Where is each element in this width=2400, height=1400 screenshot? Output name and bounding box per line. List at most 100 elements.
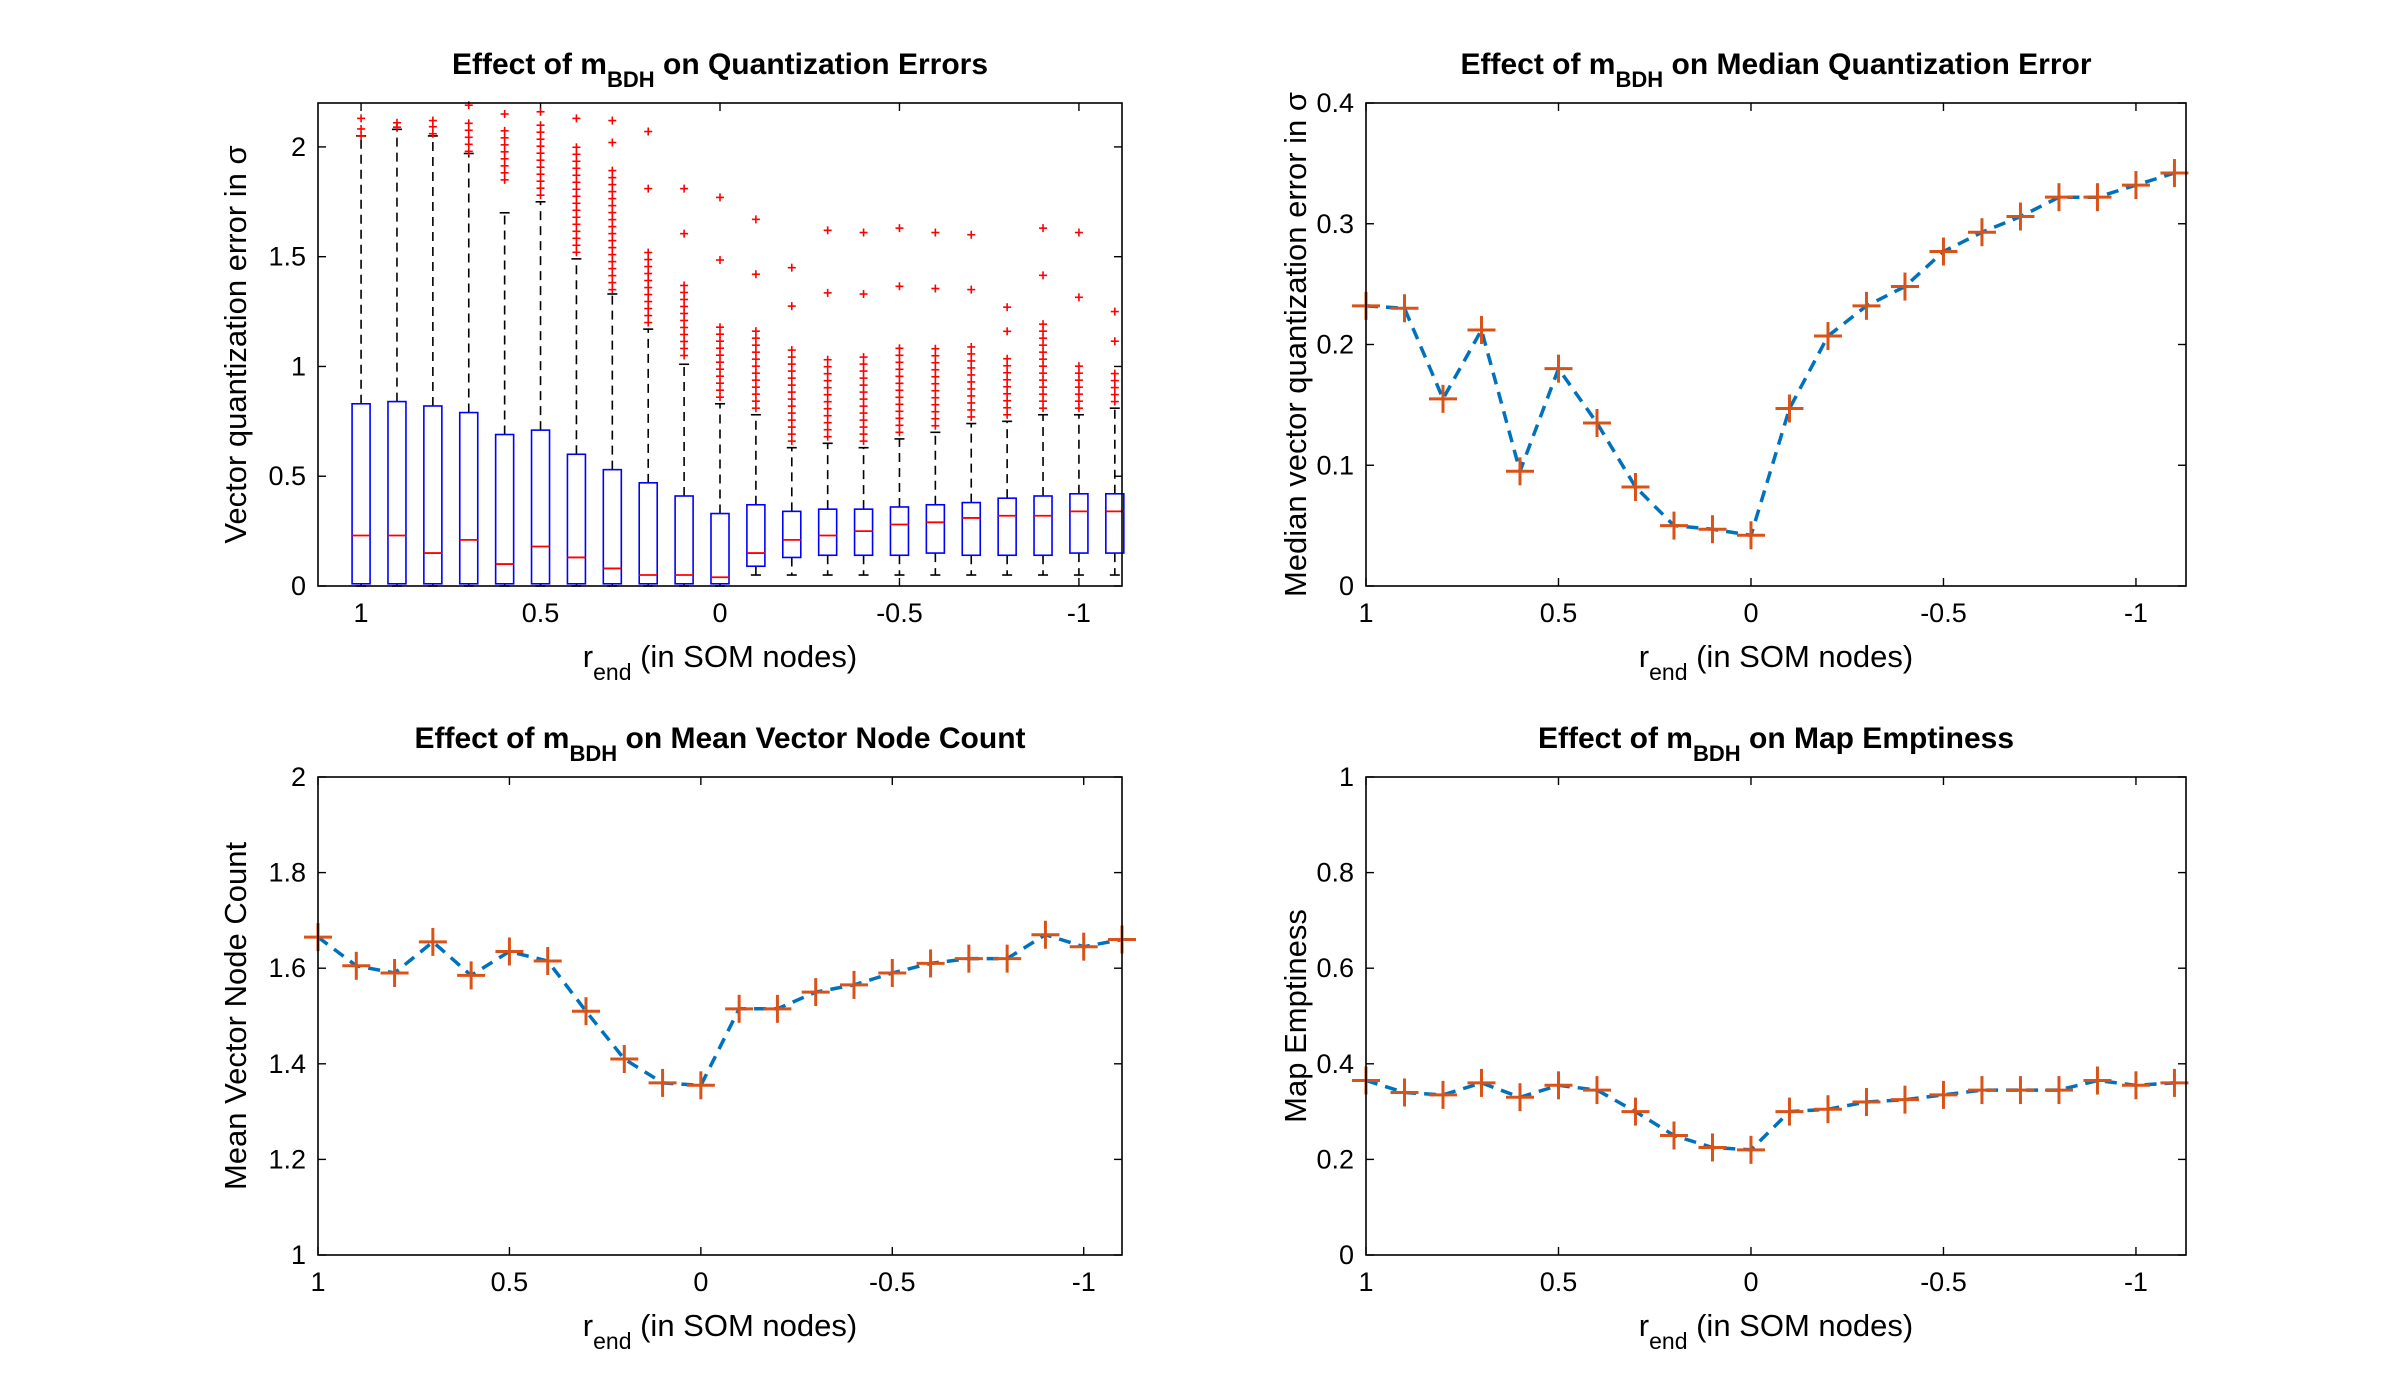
- y-tick-label: 0: [291, 571, 306, 601]
- plot-area: [1366, 103, 2186, 586]
- x-tick-label: -1: [2124, 1267, 2148, 1297]
- box-3: [458, 152, 479, 587]
- data-point-4: [1505, 457, 1534, 486]
- data-point-18: [993, 944, 1022, 973]
- outliers-2: [428, 116, 437, 138]
- data-point-6: [533, 947, 562, 976]
- data-point-14: [840, 970, 868, 999]
- data-point-19: [2083, 183, 2112, 212]
- box-iqr: [925, 503, 946, 554]
- data-point-2: [380, 958, 409, 987]
- box-13: [817, 442, 838, 576]
- chart-4: 1 0.5 0 -0.5 -1 0 0.2 0.4 0.6 0.8 1 Effect of mBDH …: [1278, 722, 2189, 1354]
- series-line: [1365, 171, 2176, 538]
- data-point-7: [572, 997, 600, 1026]
- box-21: [1105, 407, 1125, 576]
- box-iqr: [602, 468, 623, 585]
- x-tick-label: -1: [2124, 598, 2148, 628]
- y-tick-label: 0.1: [1316, 450, 1354, 480]
- box-iqr: [566, 453, 587, 585]
- data-point-21: [2160, 1068, 2189, 1097]
- data-point-8: [1659, 1121, 1688, 1150]
- data-point-13: [801, 978, 830, 1007]
- chart-title: Effect of mBDH on Mean Vector Node Count: [414, 722, 1025, 766]
- y-tick-label: 1.2: [268, 1144, 306, 1174]
- data-point-2: [1428, 1080, 1457, 1109]
- data-point-12: [763, 994, 792, 1023]
- y-tick-label: 1.8: [268, 858, 306, 888]
- outliers-11: [751, 215, 760, 413]
- y-axis-label: Vector quantization error in σ: [218, 145, 253, 543]
- data-point-11: [1775, 1097, 1804, 1126]
- x-axis-label: rend (in SOM nodes): [583, 639, 857, 685]
- data-point-9: [1698, 515, 1727, 544]
- box-iqr: [387, 400, 407, 585]
- x-axis-label: rend (in SOM nodes): [583, 1308, 857, 1354]
- data-point-6: [1582, 408, 1611, 437]
- plot-area: [318, 777, 1122, 1255]
- y-tick-label: 1.6: [268, 953, 306, 983]
- data-point-16: [916, 949, 945, 978]
- chart-title: Effect of mBDH on Map Emptiness: [1538, 722, 2014, 766]
- data-point-3: [418, 927, 447, 956]
- y-axis-label: Mean Vector Node Count: [218, 842, 253, 1190]
- data-point-9: [1698, 1133, 1727, 1162]
- x-tick-label: 1: [354, 598, 369, 628]
- x-tick-label: -0.5: [876, 598, 923, 628]
- data-point-3: [1467, 1068, 1496, 1097]
- data-point-6: [1582, 1076, 1611, 1105]
- chart-title: Effect of mBDH on Median Quantization Er…: [1460, 48, 2091, 92]
- box-20: [1069, 413, 1089, 576]
- data-point-21: [2160, 159, 2189, 188]
- outliers-1: [392, 118, 401, 132]
- y-tick-label: 0: [1339, 1240, 1354, 1270]
- data-point-7: [1621, 1097, 1650, 1126]
- box-iqr: [530, 429, 551, 585]
- box-iqr: [1069, 492, 1089, 554]
- data-point-12: [1813, 1095, 1842, 1124]
- data-point-8: [1659, 511, 1688, 540]
- x-axis-label: rend (in SOM nodes): [1639, 1308, 1913, 1354]
- box-iqr: [674, 495, 694, 585]
- data-point-18: [2044, 183, 2073, 212]
- chart-title: Effect of mBDH on Quantization Errors: [452, 48, 988, 92]
- y-tick-label: 1: [291, 1240, 306, 1270]
- outliers-8: [644, 127, 653, 327]
- data-point-18: [2044, 1076, 2073, 1105]
- data-point-12: [1813, 322, 1842, 351]
- x-tick-label: -1: [1067, 598, 1091, 628]
- data-point-20: [2121, 1071, 2150, 1100]
- data-point-11: [725, 994, 754, 1023]
- data-point-9: [648, 1068, 677, 1097]
- data-point-4: [457, 961, 486, 990]
- data-point-3: [1467, 316, 1496, 345]
- chart-3: 1 0.5 0 -0.5 -1 1 1.2 1.4 1.6 1.8 2 Effect of mBDH …: [218, 722, 1136, 1354]
- outliers-13: [823, 226, 832, 441]
- data-point-16: [1967, 218, 1996, 247]
- box-1: [387, 128, 407, 587]
- axes-frame: [317, 776, 1123, 1256]
- y-tick-label: 0.4: [1316, 1049, 1354, 1079]
- data-point-1: [1390, 294, 1419, 323]
- x-tick-label: 0: [1743, 598, 1758, 628]
- x-tick-label: 1: [1358, 598, 1373, 628]
- y-tick-label: 0.2: [1316, 330, 1354, 360]
- x-axis-label: rend (in SOM nodes): [1639, 639, 1913, 685]
- outliers-3: [464, 101, 473, 156]
- x-tick-label: 0.5: [1540, 1267, 1578, 1297]
- data-point-20: [1069, 932, 1098, 961]
- data-point-2: [1428, 384, 1457, 413]
- data-point-5: [495, 937, 524, 966]
- box-iqr: [853, 508, 874, 557]
- data-point-1: [342, 951, 371, 980]
- data-point-20: [2121, 171, 2150, 200]
- data-point-13: [1852, 291, 1881, 320]
- box-4: [494, 211, 515, 587]
- y-axis-label: Map Emptiness: [1278, 909, 1313, 1123]
- box-19: [1033, 413, 1053, 576]
- box-iqr: [997, 497, 1017, 557]
- data-point-19: [2083, 1066, 2112, 1095]
- x-tick-label: 1: [310, 1267, 325, 1297]
- box-12: [781, 446, 802, 576]
